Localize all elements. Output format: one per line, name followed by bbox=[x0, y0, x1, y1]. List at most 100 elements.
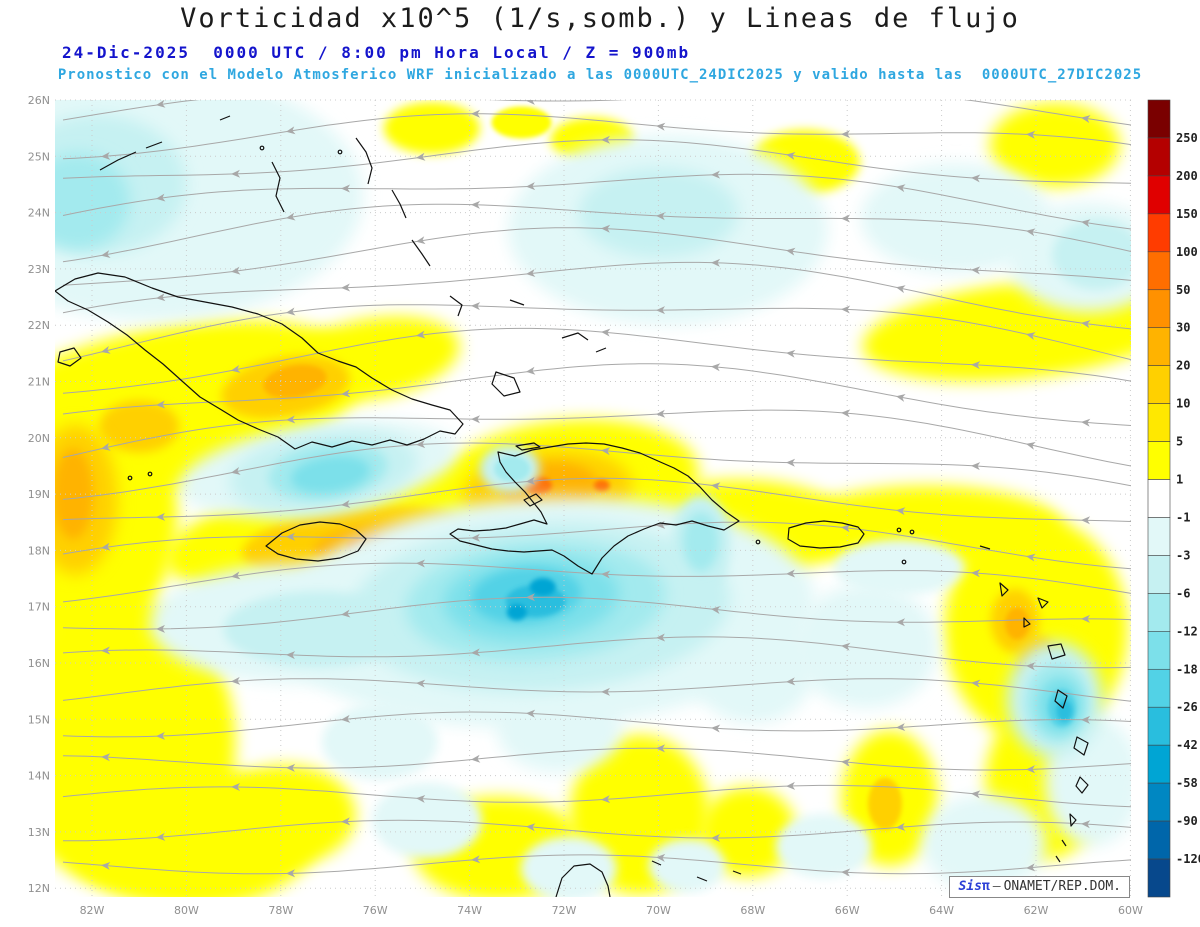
vorticity-blob bbox=[506, 604, 527, 621]
colorbar-segment bbox=[1147, 858, 1171, 898]
colorbar-segment bbox=[1147, 251, 1171, 291]
colorbar-label: 150 bbox=[1176, 207, 1198, 221]
flow-arrow-icon bbox=[711, 482, 721, 491]
flow-arrow-icon bbox=[471, 855, 481, 864]
coastline bbox=[411, 239, 431, 267]
flow-arrow-icon bbox=[711, 834, 721, 843]
small-island bbox=[147, 471, 153, 477]
flow-arrow-icon bbox=[841, 409, 851, 418]
lon-tick-label: 78W bbox=[268, 904, 293, 917]
vorticity-blob bbox=[55, 153, 130, 250]
lat-tick-label: 14N bbox=[28, 770, 50, 783]
flow-arrow-icon bbox=[286, 126, 296, 135]
coastline bbox=[732, 870, 742, 875]
streamline bbox=[62, 477, 1131, 522]
watermark-org: ONAMET/REP.DOM. bbox=[1003, 879, 1121, 894]
flow-arrow-icon bbox=[786, 349, 796, 358]
streamline bbox=[62, 363, 1131, 426]
flow-arrow-icon bbox=[471, 648, 481, 657]
coastline bbox=[787, 520, 865, 549]
flow-arrow-icon bbox=[341, 500, 351, 508]
lon-tick-label: 74W bbox=[457, 904, 482, 917]
flow-arrow-icon bbox=[526, 366, 536, 375]
vorticity-blob bbox=[834, 539, 965, 596]
flow-arrow-icon bbox=[156, 193, 166, 202]
vorticity-blob bbox=[593, 479, 610, 492]
vorticity-blob bbox=[321, 703, 438, 780]
flow-arrow-icon bbox=[711, 363, 721, 372]
flow-arrow-icon bbox=[231, 467, 241, 475]
flow-arrow-icon bbox=[286, 212, 296, 221]
colorbar-segment bbox=[1147, 631, 1171, 670]
flow-arrow-icon bbox=[231, 364, 241, 373]
flow-arrow-icon bbox=[101, 542, 111, 551]
vorticity-blob bbox=[860, 163, 1051, 274]
coastline bbox=[355, 137, 373, 185]
streamline bbox=[62, 100, 1131, 126]
flow-arrow-icon bbox=[471, 533, 481, 542]
flow-arrow-icon bbox=[286, 415, 296, 424]
flow-arrow-icon bbox=[656, 409, 666, 418]
flow-arrow-icon bbox=[341, 89, 350, 97]
colorbar-label: 5 bbox=[1176, 435, 1183, 449]
colorbar-segment bbox=[1147, 782, 1171, 822]
vorticity-blob bbox=[1005, 607, 1030, 640]
flow-arrow-icon bbox=[1026, 662, 1036, 671]
vorticity-blob bbox=[497, 688, 622, 773]
flow-arrow-icon bbox=[786, 151, 796, 160]
flow-arrow-icon bbox=[786, 781, 796, 790]
coastline bbox=[1037, 597, 1049, 609]
lat-tick-label: 17N bbox=[28, 601, 50, 614]
small-island bbox=[901, 559, 907, 565]
streamlines bbox=[62, 89, 1131, 878]
coastline bbox=[979, 545, 991, 550]
vorticity-blob bbox=[55, 449, 94, 540]
coastline bbox=[515, 442, 541, 451]
colorbar-label: 50 bbox=[1176, 283, 1190, 297]
vorticity-blob bbox=[690, 613, 815, 724]
flow-arrow-icon bbox=[896, 618, 906, 627]
coastline bbox=[523, 493, 543, 507]
flow-arrow-icon bbox=[711, 724, 721, 733]
coastline bbox=[391, 189, 407, 219]
flow-arrow-icon bbox=[101, 646, 111, 655]
colorbar-segment bbox=[1147, 327, 1171, 366]
coastline bbox=[265, 521, 367, 562]
flow-arrow-icon bbox=[711, 90, 720, 99]
flow-arrow-icon bbox=[711, 258, 721, 267]
flow-arrow-icon bbox=[341, 609, 351, 618]
coastline bbox=[595, 347, 607, 353]
lat-tick-label: 12N bbox=[28, 882, 50, 895]
coastline bbox=[1073, 736, 1089, 756]
lon-axis-labels: 82W 80W 78W 76W 74W 72W 70W 68W 66W 64W 62W 60W bbox=[80, 904, 1143, 917]
flow-arrow-icon bbox=[656, 744, 666, 753]
colorbar-segment bbox=[1147, 593, 1171, 632]
flow-arrow-icon bbox=[471, 302, 481, 311]
colorbar-label: 1 bbox=[1176, 473, 1183, 487]
coastline bbox=[1061, 839, 1067, 847]
streamline bbox=[62, 442, 1131, 500]
flow-arrow-icon bbox=[526, 269, 536, 278]
flow-arrow-icon bbox=[971, 174, 981, 183]
flow-arrow-icon bbox=[786, 677, 796, 686]
flow-arrow-icon bbox=[1081, 219, 1091, 228]
streamline bbox=[62, 711, 1131, 738]
coastline bbox=[1075, 776, 1089, 794]
coastline bbox=[271, 161, 285, 213]
colorbar-label: -42 bbox=[1176, 738, 1198, 752]
flow-arrow-icon bbox=[601, 328, 611, 337]
coastline bbox=[99, 151, 137, 171]
lat-tick-label: 25N bbox=[28, 150, 50, 163]
streamline bbox=[62, 854, 1131, 875]
flow-arrow-icon bbox=[896, 394, 906, 402]
colorbar-label: -58 bbox=[1176, 776, 1198, 790]
flow-arrow-icon bbox=[286, 307, 296, 316]
vorticity-blob bbox=[1052, 219, 1131, 290]
coastline bbox=[561, 332, 589, 341]
vorticity-blob bbox=[648, 838, 725, 893]
lon-tick-label: 62W bbox=[1024, 904, 1049, 917]
flow-arrow-icon bbox=[841, 130, 851, 139]
vorticity-blob bbox=[263, 364, 327, 399]
colorbar-label: 20 bbox=[1176, 359, 1190, 373]
